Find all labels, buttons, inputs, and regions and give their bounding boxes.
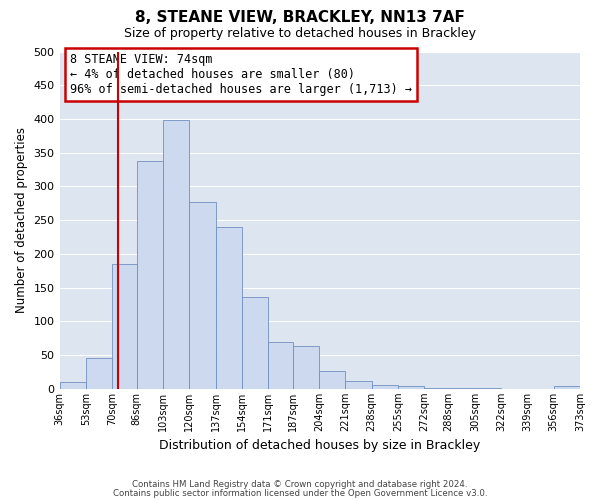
Bar <box>319 372 345 389</box>
Bar <box>554 386 580 389</box>
Bar <box>424 388 449 389</box>
X-axis label: Distribution of detached houses by size in Brackley: Distribution of detached houses by size … <box>159 440 481 452</box>
Bar <box>398 386 424 389</box>
Text: 8, STEANE VIEW, BRACKLEY, NN13 7AF: 8, STEANE VIEW, BRACKLEY, NN13 7AF <box>135 10 465 25</box>
Bar <box>371 385 398 389</box>
Text: Contains public sector information licensed under the Open Government Licence v3: Contains public sector information licen… <box>113 488 487 498</box>
Bar <box>86 358 112 389</box>
Bar <box>475 388 501 389</box>
Bar <box>449 388 475 389</box>
Text: Contains HM Land Registry data © Crown copyright and database right 2024.: Contains HM Land Registry data © Crown c… <box>132 480 468 489</box>
Bar <box>345 381 371 389</box>
Bar <box>112 264 137 389</box>
Y-axis label: Number of detached properties: Number of detached properties <box>15 127 28 313</box>
Bar <box>137 162 163 389</box>
Bar <box>293 346 319 389</box>
Bar <box>189 202 215 389</box>
Bar <box>163 120 189 389</box>
Text: Size of property relative to detached houses in Brackley: Size of property relative to detached ho… <box>124 28 476 40</box>
Bar <box>215 227 242 389</box>
Bar <box>268 342 293 389</box>
Bar <box>59 382 86 389</box>
Bar <box>242 297 268 389</box>
Text: 8 STEANE VIEW: 74sqm
← 4% of detached houses are smaller (80)
96% of semi-detach: 8 STEANE VIEW: 74sqm ← 4% of detached ho… <box>70 53 412 96</box>
